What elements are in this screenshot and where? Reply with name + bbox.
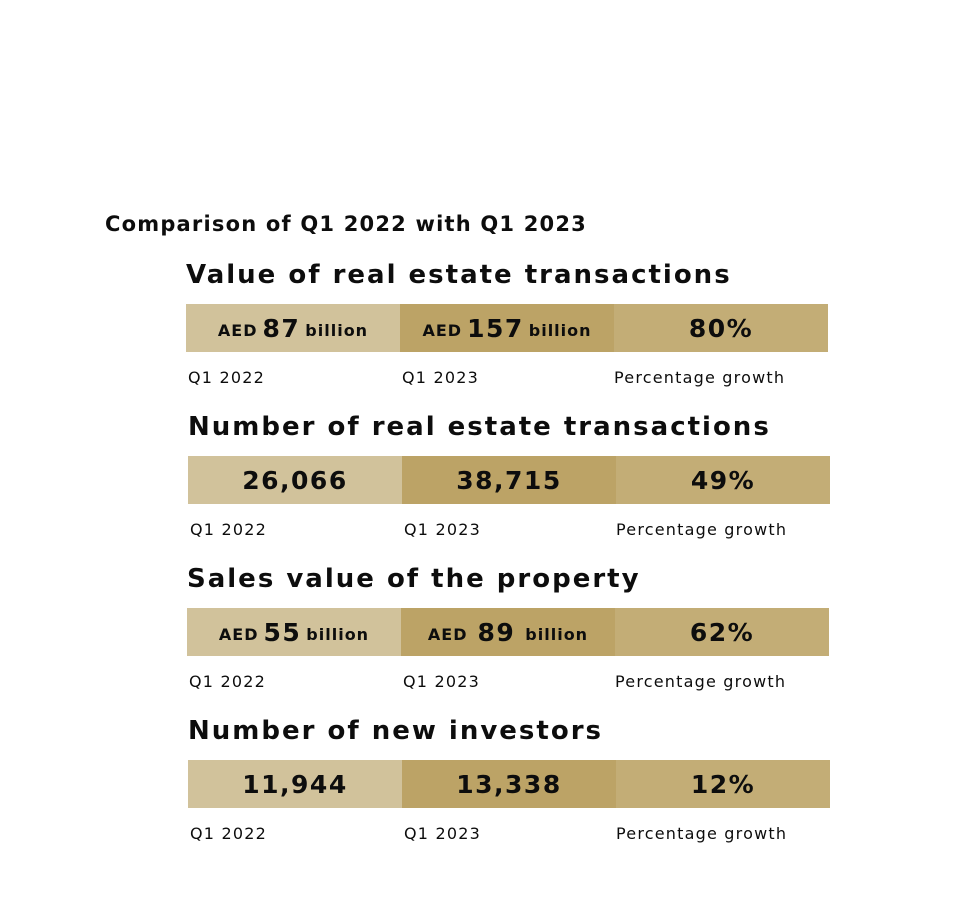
q1-2022-value: 26,066: [188, 456, 402, 504]
value-number: 38,715: [456, 465, 562, 495]
value-number: 11,944: [242, 769, 348, 799]
page-title: Comparison of Q1 2022 with Q1 2023: [105, 212, 587, 236]
unit-label: billion: [528, 320, 592, 340]
label-percentage-growth: Percentage growth: [614, 368, 786, 387]
label-q1-2023: Q1 2023: [403, 672, 480, 691]
section-title: Number of real estate transactions: [188, 412, 771, 442]
section-title: Number of new investors: [188, 716, 603, 746]
label-percentage-growth: Percentage growth: [615, 672, 787, 691]
label-q1-2022: Q1 2022: [188, 368, 265, 387]
label-q1-2023: Q1 2023: [402, 368, 479, 387]
unit-label: billion: [306, 624, 370, 644]
comparison-bar: 26,066 38,715 49%: [188, 456, 830, 504]
comparison-bar: 11,944 13,338 12%: [188, 760, 830, 808]
column-labels: Q1 2022 Q1 2023 Percentage growth: [187, 672, 847, 694]
value-number: 157: [467, 313, 524, 343]
comparison-bar: AED 55 billion AED 89 billion 62%: [187, 608, 829, 656]
percentage-growth-value: 49%: [616, 456, 830, 504]
growth-number: 62%: [689, 617, 755, 647]
value-number: 87: [262, 313, 301, 343]
comparison-bar: AED 87 billion AED 157 billion 80%: [186, 304, 828, 352]
q1-2023-value: AED 89 billion: [401, 608, 615, 656]
growth-number: 12%: [690, 769, 756, 799]
currency-label: AED: [218, 624, 259, 644]
q1-2023-value: 13,338: [402, 760, 616, 808]
label-q1-2022: Q1 2022: [189, 672, 266, 691]
column-labels: Q1 2022 Q1 2023 Percentage growth: [188, 824, 848, 846]
value-number: 55: [263, 617, 302, 647]
unit-label: billion: [305, 320, 369, 340]
label-q1-2022: Q1 2022: [190, 520, 267, 539]
percentage-growth-value: 12%: [616, 760, 830, 808]
label-percentage-growth: Percentage growth: [616, 824, 788, 843]
column-labels: Q1 2022 Q1 2023 Percentage growth: [186, 368, 846, 390]
q1-2023-value: 38,715: [402, 456, 616, 504]
q1-2022-value: AED 87 billion: [186, 304, 400, 352]
value-number: 26,066: [242, 465, 348, 495]
growth-number: 49%: [690, 465, 756, 495]
growth-number: 80%: [688, 313, 754, 343]
percentage-growth-value: 62%: [615, 608, 829, 656]
value-number: 13,338: [456, 769, 562, 799]
label-q1-2023: Q1 2023: [404, 520, 481, 539]
unit-label: billion: [525, 624, 589, 644]
currency-label: AED: [422, 320, 463, 340]
label-q1-2022: Q1 2022: [190, 824, 267, 843]
q1-2023-value: AED 157 billion: [400, 304, 614, 352]
q1-2022-value: AED 55 billion: [187, 608, 401, 656]
percentage-growth-value: 80%: [614, 304, 828, 352]
column-labels: Q1 2022 Q1 2023 Percentage growth: [188, 520, 848, 542]
label-percentage-growth: Percentage growth: [616, 520, 788, 539]
value-number: 89: [477, 617, 516, 647]
section-title: Value of real estate transactions: [186, 260, 732, 290]
q1-2022-value: 11,944: [188, 760, 402, 808]
section-title: Sales value of the property: [187, 564, 641, 594]
currency-label: AED: [427, 624, 468, 644]
currency-label: AED: [217, 320, 258, 340]
label-q1-2023: Q1 2023: [404, 824, 481, 843]
